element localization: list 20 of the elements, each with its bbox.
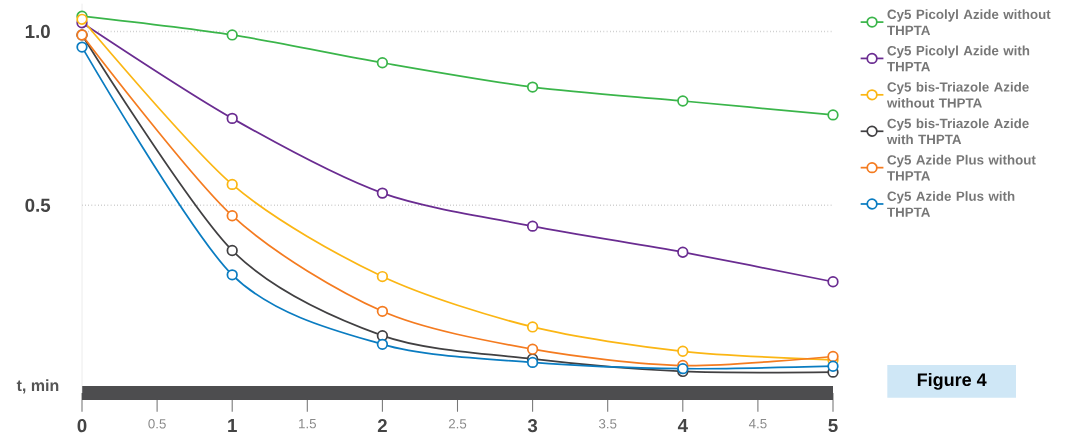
legend-label: Cy5 bis-Triazole Azide with THPTA (886, 118, 1029, 145)
x-tick-label: 3 (527, 419, 538, 433)
x-tick-label: 1.5 (299, 419, 317, 429)
legend-label: Cy5 Picolyl Azide with THPTA (887, 45, 1030, 72)
x-tick-label: 5 (828, 419, 838, 433)
x-tick-label: 0 (77, 419, 87, 433)
caption: Figure 4 (917, 372, 987, 390)
legend-label: Cy5 Azide Plus with THPTA (887, 191, 1015, 217)
x-axis-title: t, min (16, 379, 59, 394)
legend-label: Cy5 Azide Plus without THPTA (887, 154, 1036, 181)
x-tick-label: 2.5 (448, 419, 467, 429)
x-tick-label: 4.5 (748, 419, 767, 429)
x-tick-label: 4 (677, 419, 688, 432)
x-tick-label: 3.5 (598, 419, 617, 429)
x-tick-label: 1 (228, 419, 237, 432)
y-tick-label: 1.0 (25, 24, 50, 39)
legend-label: Cy5 bis-Triazole Azide without THPTA (886, 81, 1029, 108)
x-tick-label: 2 (377, 419, 387, 433)
legend-label: Cy5 Picolyl Azide without THPTA (887, 9, 1051, 35)
x-tick-label: 0.5 (148, 419, 166, 429)
